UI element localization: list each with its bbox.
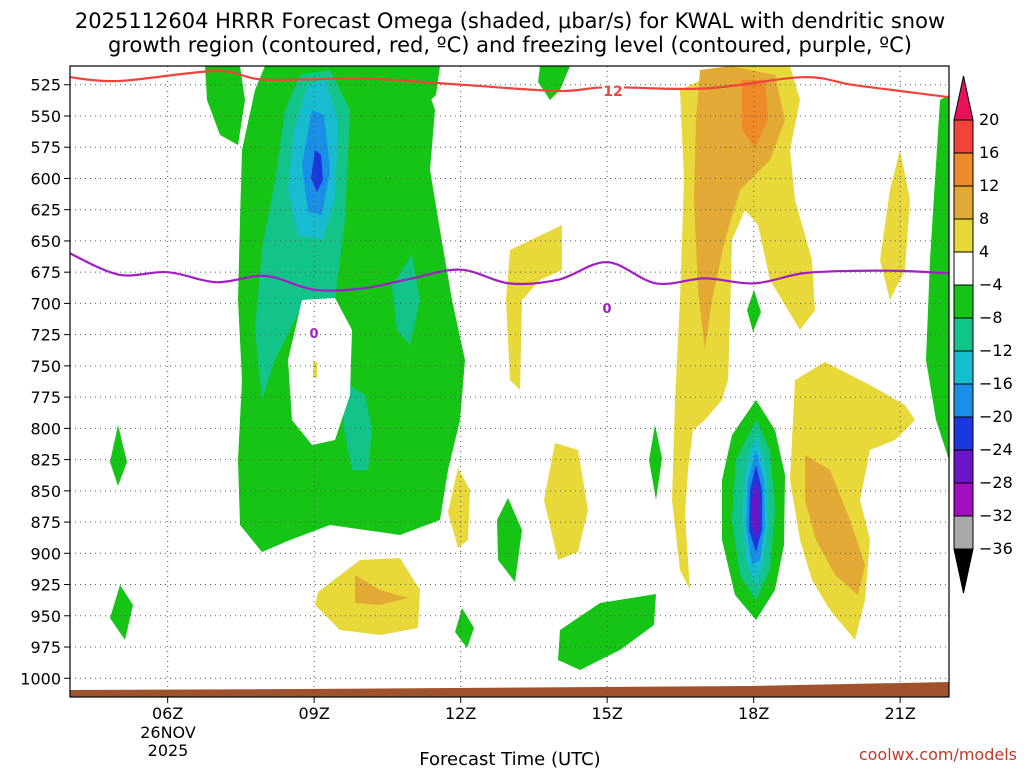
omega-shade-yellow — [448, 468, 470, 548]
y-tick-label: 900 — [30, 544, 61, 563]
y-axis: 525 550 575 600 625 650 675 700 725 750 775 800 825 8… — [20, 76, 70, 688]
colorbar-segment — [953, 515, 974, 550]
y-tick-label: 800 — [30, 419, 61, 438]
y-tick-label: 875 — [30, 513, 61, 532]
freezing-label-bg-b — [601, 300, 613, 316]
omega-shade-orange-light — [805, 455, 865, 595]
colorbar-label: −20 — [979, 407, 1013, 426]
colorbar-label: 16 — [979, 143, 999, 162]
colorbar-label: −28 — [979, 473, 1013, 492]
colorbar-label: −8 — [979, 308, 1003, 327]
x-date-line2: 2025 — [148, 741, 189, 760]
y-tick-label: 650 — [30, 232, 61, 251]
x-tick-label: 09Z — [299, 704, 330, 723]
grid-lines — [70, 66, 949, 697]
y-tick-label: 850 — [30, 482, 61, 501]
colorbar-label: 8 — [979, 209, 989, 228]
omega-shade-green — [455, 608, 474, 648]
colorbar-segment — [953, 119, 974, 154]
y-tick-label: 575 — [30, 138, 61, 157]
colorbar-label: −16 — [979, 374, 1013, 393]
y-tick-label: 925 — [30, 576, 61, 595]
colorbar: 20 16 12 8 4 −4 −8 −12 −16 −20 −24 −28 −32 −36 — [953, 75, 1013, 594]
x-tick-label: 15Z — [592, 704, 623, 723]
colorbar-label: −12 — [979, 341, 1013, 360]
x-date-line1: 26NOV — [140, 723, 196, 742]
colorbar-label: −36 — [979, 539, 1013, 558]
colorbar-segment — [953, 152, 974, 187]
omega-shade-purple — [752, 480, 760, 540]
y-tick-label: 1000 — [20, 669, 61, 688]
freezing-label-bg-a — [308, 325, 320, 341]
freezing-contour-label-b: 0 — [602, 302, 611, 317]
omega-shade-yellow — [544, 443, 588, 560]
colorbar-top-arrow — [953, 75, 974, 121]
y-tick-label: 825 — [30, 451, 61, 470]
omega-shade-white — [288, 298, 352, 445]
y-tick-label: 725 — [30, 326, 61, 345]
omega-shade-yellow — [506, 225, 562, 390]
colorbar-label: −32 — [979, 506, 1013, 525]
x-tick-label: 18Z — [738, 704, 769, 723]
colorbar-label: 4 — [979, 242, 989, 261]
chart-title-line2: growth region (contoured, red, ºC) and f… — [108, 33, 912, 57]
colorbar-segment — [953, 350, 974, 385]
omega-shade-yellow — [880, 150, 910, 300]
x-tick-label: 21Z — [885, 704, 916, 723]
y-tick-label: 775 — [30, 388, 61, 407]
omega-shade-teal — [342, 380, 372, 470]
x-tick-label: 06Z — [152, 704, 183, 723]
y-tick-label: 525 — [30, 76, 61, 95]
snow-growth-contour-label: 12 — [603, 84, 622, 100]
colorbar-segment — [953, 251, 974, 286]
y-tick-label: 625 — [30, 201, 61, 220]
colorbar-segment — [953, 317, 974, 352]
y-tick-label: 950 — [30, 607, 61, 626]
omega-shading — [110, 66, 949, 670]
contours — [70, 69, 949, 292]
omega-shade-green — [926, 95, 949, 460]
x-axis: 06Z 09Z 12Z 15Z 18Z 21Z — [152, 697, 916, 723]
colorbar-segment — [953, 416, 974, 451]
colorbar-label: 12 — [979, 176, 999, 195]
omega-shade-green — [497, 498, 522, 582]
colorbar-bottom-arrow — [953, 548, 974, 594]
omega-shade-green — [649, 425, 662, 500]
y-tick-label: 975 — [30, 638, 61, 657]
x-tick-label: 12Z — [445, 704, 476, 723]
colorbar-label: −4 — [979, 275, 1003, 294]
terrain-surface — [70, 682, 949, 697]
omega-shade-yellow — [313, 362, 317, 378]
colorbar-label: 20 — [979, 110, 999, 129]
omega-shade-green — [110, 425, 127, 486]
colorbar-segment — [953, 284, 974, 319]
omega-shade-green — [110, 585, 133, 640]
y-tick-label: 750 — [30, 357, 61, 376]
omega-shade-orange-light — [694, 66, 785, 350]
plot-frame — [69, 65, 950, 698]
omega-shade-green — [205, 66, 245, 145]
colorbar-label: −24 — [979, 440, 1013, 459]
chart-title-line1: 2025112604 HRRR Forecast Omega (shaded, … — [75, 9, 945, 33]
freezing-level-contour — [70, 252, 949, 292]
y-tick-label: 550 — [30, 107, 61, 126]
y-tick-label: 675 — [30, 263, 61, 282]
colorbar-segment — [953, 383, 974, 418]
y-tick-label: 600 — [30, 169, 61, 188]
snow-growth-label-bg — [602, 82, 624, 98]
colorbar-segment — [953, 185, 974, 220]
omega-shade-yellow — [790, 362, 915, 640]
credit-text: coolwx.com/models — [859, 745, 1017, 764]
y-tick-label: 700 — [30, 294, 61, 313]
colorbar-segment — [953, 449, 974, 484]
omega-shade-orange — [742, 80, 768, 148]
freezing-contour-label-a: 0 — [309, 327, 318, 342]
omega-shade-orange-light — [355, 575, 408, 605]
x-axis-label: Forecast Time (UTC) — [419, 749, 600, 768]
colorbar-segment — [953, 218, 974, 253]
snow-growth-contour — [70, 69, 949, 99]
colorbar-segment — [953, 482, 974, 517]
